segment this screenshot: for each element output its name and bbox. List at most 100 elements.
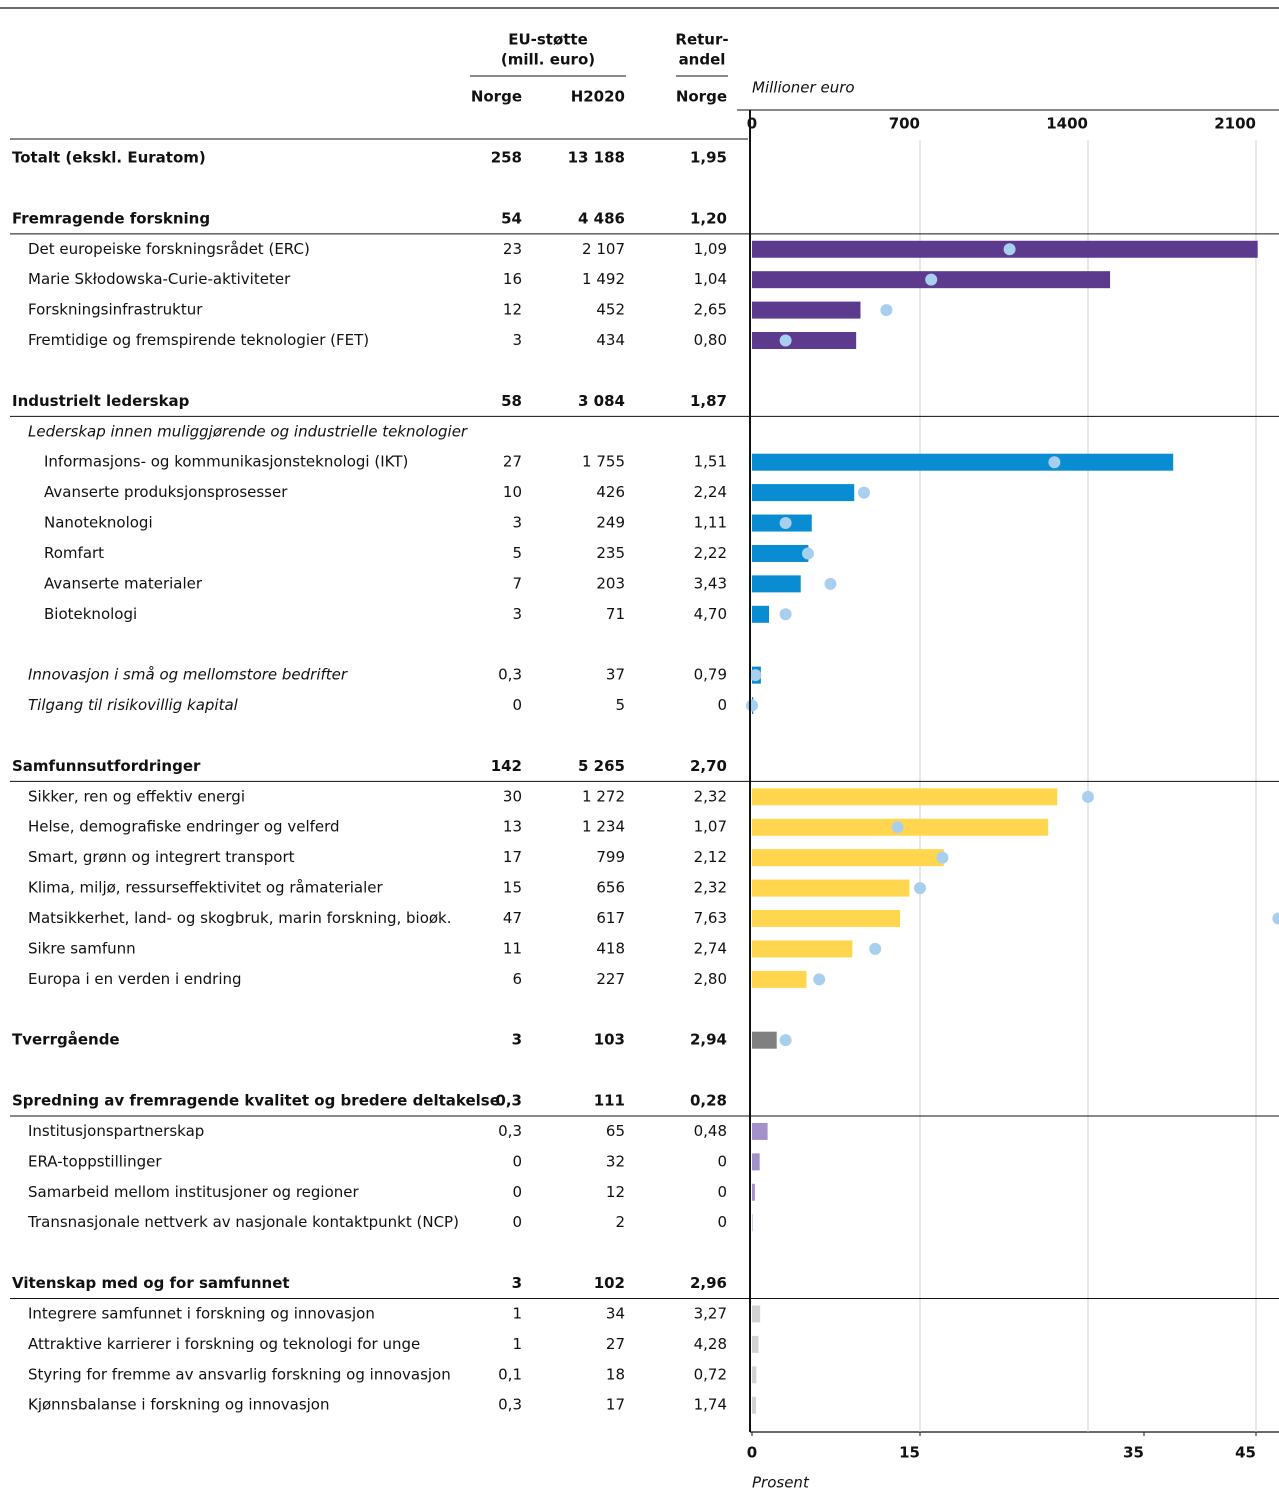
bar: [752, 910, 901, 927]
cell-h2020: 37: [606, 666, 625, 684]
cell-norge: 0,3: [498, 1396, 522, 1414]
cell-retur: 1,95: [690, 149, 727, 167]
cell-norge: 0,3: [495, 1092, 522, 1110]
cell-norge: 0,3: [498, 1122, 522, 1140]
cell-h2020: 13 188: [568, 149, 625, 167]
cell-h2020: 1 234: [582, 818, 625, 836]
cell-retur: 1,20: [690, 209, 727, 227]
cell-retur: 2,12: [694, 848, 727, 866]
bar: [752, 1153, 760, 1171]
row-label: Sikker, ren og effektiv energi: [28, 787, 245, 805]
cell-retur: 0,28: [690, 1092, 727, 1110]
dot: [1272, 912, 1279, 925]
cell-retur: 0,79: [694, 666, 727, 684]
bar: [752, 940, 853, 958]
cell-retur: 2,70: [690, 757, 727, 775]
cell-h2020: 111: [594, 1092, 625, 1110]
cell-norge: 5: [512, 544, 522, 562]
cell-h2020: 18: [606, 1365, 625, 1383]
cell-h2020: 452: [596, 301, 625, 319]
cell-h2020: 1 755: [582, 453, 625, 471]
dot: [1048, 456, 1061, 469]
row-label: Bioteknologi: [44, 605, 137, 623]
row-label: Nanoteknologi: [44, 514, 153, 532]
grid: [919, 140, 1257, 1432]
cell-h2020: 17: [606, 1396, 625, 1414]
cell-norge: 12: [503, 301, 522, 319]
cell-norge: 142: [491, 757, 522, 775]
x2-tick-label: 35: [1123, 1444, 1144, 1462]
cell-retur: 0: [717, 1183, 727, 1201]
cell-h2020: 65: [606, 1122, 625, 1140]
cell-retur: 2,94: [690, 1031, 727, 1049]
cell-retur: 0: [717, 1213, 727, 1231]
row-label: Integrere samfunnet i forskning og innov…: [28, 1304, 375, 1322]
row-label: Lederskap innen muliggjørende og industr…: [28, 422, 468, 440]
col-title: andel: [679, 51, 726, 69]
row-label: ERA-toppstillinger: [28, 1152, 162, 1170]
cell-h2020: 4 486: [578, 209, 625, 227]
row-label: Tilgang til risikovillig kapital: [28, 696, 239, 714]
dot: [936, 851, 949, 864]
bar: [752, 575, 801, 593]
col-group-unit: (mill. euro): [501, 51, 595, 69]
cell-retur: 2,22: [694, 544, 727, 562]
bar: [752, 788, 1058, 806]
dot: [1082, 790, 1094, 803]
row-label: Samarbeid mellom institusjoner og region…: [28, 1183, 360, 1201]
col-title: Retur-: [675, 31, 728, 49]
dot: [813, 973, 826, 986]
cell-norge: 0,3: [498, 666, 522, 684]
cell-h2020: 799: [596, 848, 625, 866]
row-label: Matsikkerhet, land- og skogbruk, marin f…: [28, 909, 452, 927]
cell-norge: 3: [512, 331, 522, 349]
row-label: Forskningsinfrastruktur: [28, 301, 203, 319]
group-label: Tverrgående: [12, 1031, 120, 1049]
dot: [869, 942, 882, 955]
x-tick-label: 2100: [1214, 115, 1256, 133]
cell-retur: 1,09: [694, 240, 727, 258]
cell-norge: 16: [503, 270, 522, 288]
cell-retur: 1,87: [690, 392, 727, 410]
row-label: Fremtidige og fremspirende teknologier (…: [28, 331, 369, 349]
cell-norge: 0: [512, 1152, 522, 1170]
cell-retur: 2,74: [694, 939, 727, 957]
cell-norge: 0: [512, 1183, 522, 1201]
group-label: Fremragende forskning: [12, 209, 210, 227]
col-header: Norge: [471, 88, 522, 106]
dot: [749, 669, 762, 682]
row-label: Institusjonspartnerskap: [28, 1122, 204, 1140]
row-label: Attraktive karrierer i forskning og tekn…: [28, 1335, 420, 1353]
cell-norge: 7: [512, 574, 522, 592]
col-header: Norge: [676, 88, 727, 106]
cell-norge: 3: [512, 605, 522, 623]
cell-h2020: 235: [596, 544, 625, 562]
bar: [752, 1031, 777, 1049]
x2-tick-label: 15: [899, 1444, 920, 1462]
x2-tick-label: 45: [1235, 1444, 1256, 1462]
x-tick-label: 0: [747, 115, 757, 133]
bar: [752, 970, 807, 988]
bar: [752, 544, 809, 562]
cell-norge: 0: [512, 696, 522, 714]
row-label: Helse, demografiske endringer og velferd: [28, 818, 340, 836]
row-label: Det europeiske forskningsrådet (ERC): [28, 240, 310, 258]
dot: [779, 608, 792, 621]
cell-h2020: 3 084: [578, 392, 625, 410]
bar: [752, 301, 861, 319]
dot: [914, 882, 926, 895]
x-tick-label: 1400: [1046, 115, 1088, 133]
cell-h2020: 27: [606, 1335, 625, 1353]
cell-retur: 7,63: [694, 909, 727, 927]
col-header: H2020: [571, 88, 625, 106]
row-label: Kjønnsbalanse i forskning og innovasjon: [28, 1396, 330, 1414]
cell-retur: 3,43: [694, 574, 727, 592]
cell-norge: 30: [503, 787, 522, 805]
bar: [752, 1366, 757, 1384]
cell-h2020: 103: [594, 1031, 625, 1049]
cell-h2020: 34: [606, 1304, 625, 1322]
cell-norge: 54: [501, 209, 522, 227]
group-label: Samfunnsutfordringer: [12, 757, 201, 775]
